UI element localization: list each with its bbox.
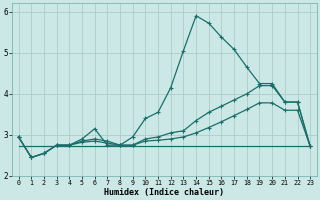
X-axis label: Humidex (Indice chaleur): Humidex (Indice chaleur) — [104, 188, 224, 197]
